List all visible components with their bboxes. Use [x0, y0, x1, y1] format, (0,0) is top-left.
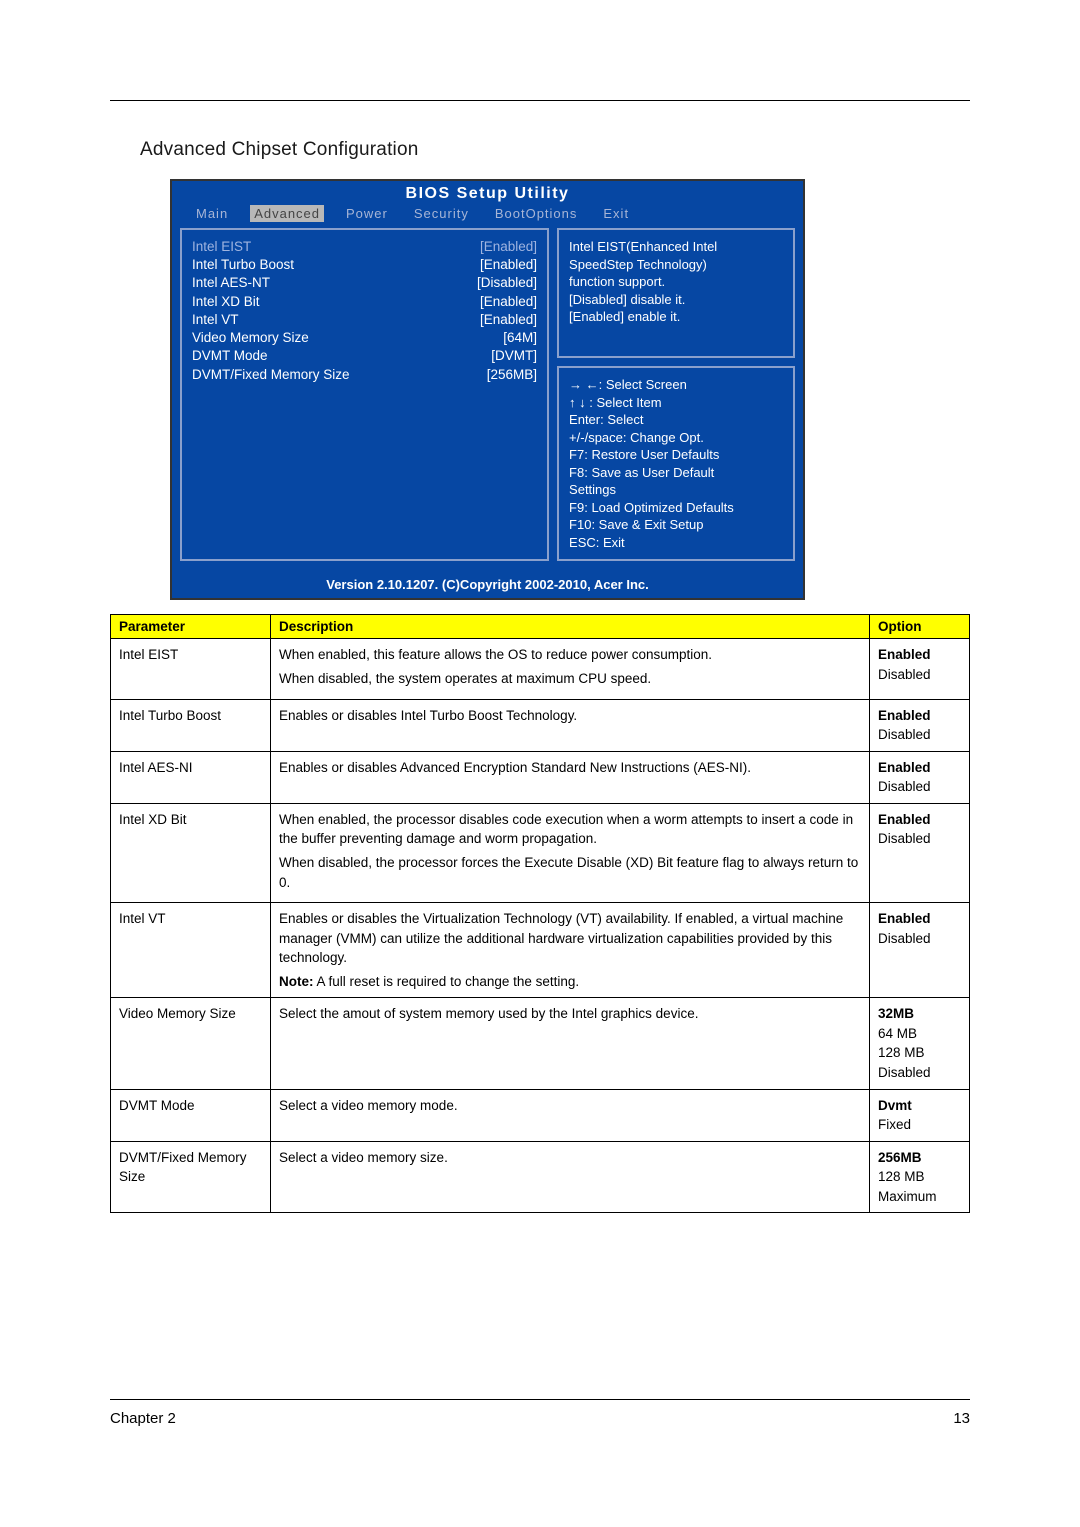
bios-help-line: function support. — [569, 273, 783, 291]
bios-help-panel: Intel EIST(Enhanced IntelSpeedStep Techn… — [557, 228, 795, 358]
cell-option: EnabledDisabled — [870, 803, 970, 902]
table-row: Intel Turbo BoostEnables or disables Int… — [111, 699, 970, 751]
bios-key-line: F10: Save & Exit Setup — [569, 516, 783, 534]
bios-setting-row: DVMT/Fixed Memory Size [256MB] — [192, 366, 537, 384]
bios-setting-row: Intel XD Bit [Enabled] — [192, 293, 537, 311]
cell-parameter: Video Memory Size — [111, 998, 271, 1089]
cell-option: EnabledDisabled — [870, 699, 970, 751]
cell-parameter: Intel AES-NI — [111, 751, 271, 803]
bios-setting-value: [256MB] — [487, 366, 537, 384]
bios-help-line: [Disabled] disable it. — [569, 291, 783, 309]
cell-parameter: Intel VT — [111, 903, 271, 998]
page-footer: Chapter 2 13 — [110, 1399, 970, 1427]
cell-description: When enabled, this feature allows the OS… — [271, 639, 870, 699]
bios-tab: Advanced — [250, 205, 324, 222]
footer-chapter: Chapter 2 — [110, 1410, 176, 1427]
bottom-rule — [110, 1399, 970, 1400]
bios-setting-label: DVMT/Fixed Memory Size — [192, 366, 350, 384]
cell-description: Select a video memory size. — [271, 1141, 870, 1213]
bios-setting-value: [64M] — [503, 329, 537, 347]
bios-setting-row: Intel VT [Enabled] — [192, 311, 537, 329]
bios-setting-row: Intel AES-NT [Disabled] — [192, 274, 537, 292]
cell-option: 256MB128 MBMaximum — [870, 1141, 970, 1213]
bios-title: BIOS Setup Utility — [172, 181, 803, 205]
bios-key-line: +/-/space: Change Opt. — [569, 429, 783, 447]
bios-key-line: F9: Load Optimized Defaults — [569, 499, 783, 517]
th-description: Description — [271, 615, 870, 639]
bios-tab: Security — [410, 205, 473, 222]
bios-key-line: F7: Restore User Defaults — [569, 446, 783, 464]
bios-tab: Exit — [599, 205, 633, 222]
bios-keys-panel: → ←: Select Screen↑ ↓ : Select ItemEnter… — [557, 366, 795, 561]
cell-parameter: Intel EIST — [111, 639, 271, 699]
bios-help-line: [Enabled] enable it. — [569, 308, 783, 326]
bios-key-line: → ←: Select Screen — [569, 376, 783, 394]
bios-setting-value: [Disabled] — [477, 274, 537, 292]
bios-setting-row: DVMT Mode [DVMT] — [192, 347, 537, 365]
bios-setting-label: Video Memory Size — [192, 329, 309, 347]
table-row: DVMT/Fixed Memory SizeSelect a video mem… — [111, 1141, 970, 1213]
bios-tabs: Main Advanced Power Security BootOptions Exit — [172, 205, 803, 224]
bios-tab: BootOptions — [491, 205, 582, 222]
bios-tab: Main — [192, 205, 232, 222]
bios-setting-label: Intel AES-NT — [192, 274, 270, 292]
bios-screenshot: BIOS Setup Utility Main Advanced Power Secu… — [170, 179, 805, 600]
bios-key-line: ESC: Exit — [569, 534, 783, 552]
th-option: Option — [870, 615, 970, 639]
bios-setting-value: [DVMT] — [491, 347, 537, 365]
bios-setting-label: Intel Turbo Boost — [192, 256, 294, 274]
bios-key-line: ↑ ↓ : Select Item — [569, 394, 783, 412]
top-rule — [110, 100, 970, 101]
table-row: Intel AES-NIEnables or disables Advanced… — [111, 751, 970, 803]
table-row: DVMT ModeSelect a video memory mode.Dvmt… — [111, 1089, 970, 1141]
footer-page-number: 13 — [953, 1410, 970, 1427]
bios-tab: Power — [342, 205, 392, 222]
bios-setting-value: [Enabled] — [480, 256, 537, 274]
cell-option: DvmtFixed — [870, 1089, 970, 1141]
table-row: Intel XD BitWhen enabled, the processor … — [111, 803, 970, 902]
cell-parameter: Intel XD Bit — [111, 803, 271, 902]
table-row: Intel VTEnables or disables the Virtuali… — [111, 903, 970, 998]
bios-key-line: F8: Save as User Default — [569, 464, 783, 482]
bios-footer: Version 2.10.1207. (C)Copyright 2002-201… — [172, 573, 803, 598]
cell-option: EnabledDisabled — [870, 639, 970, 699]
bios-key-line: Enter: Select — [569, 411, 783, 429]
section-title: Advanced Chipset Configuration — [140, 139, 970, 161]
cell-description: Select a video memory mode. — [271, 1089, 870, 1141]
bios-setting-label: DVMT Mode — [192, 347, 268, 365]
bios-setting-label: Intel EIST — [192, 238, 251, 256]
bios-setting-row: Intel Turbo Boost [Enabled] — [192, 256, 537, 274]
cell-option: EnabledDisabled — [870, 751, 970, 803]
cell-option: 32MB64 MB128 MBDisabled — [870, 998, 970, 1089]
bios-settings-panel: Intel EIST [Enabled] Intel Turbo Boost [Ena… — [180, 228, 549, 561]
bios-help-line: SpeedStep Technology) — [569, 256, 783, 274]
cell-parameter: DVMT/Fixed Memory Size — [111, 1141, 271, 1213]
bios-setting-value: [Enabled] — [480, 293, 537, 311]
bios-setting-row: Intel EIST [Enabled] — [192, 238, 537, 256]
cell-parameter: DVMT Mode — [111, 1089, 271, 1141]
bios-setting-value: [Enabled] — [480, 238, 537, 256]
cell-description: When enabled, the processor disables cod… — [271, 803, 870, 902]
bios-setting-label: Intel XD Bit — [192, 293, 260, 311]
cell-option: EnabledDisabled — [870, 903, 970, 998]
cell-description: Enables or disables the Virtualization T… — [271, 903, 870, 998]
parameter-table: Parameter Description Option Intel EISTW… — [110, 614, 970, 1213]
cell-description: Select the amout of system memory used b… — [271, 998, 870, 1089]
bios-help-line: Intel EIST(Enhanced Intel — [569, 238, 783, 256]
bios-setting-label: Intel VT — [192, 311, 239, 329]
th-parameter: Parameter — [111, 615, 271, 639]
table-row: Video Memory SizeSelect the amout of sys… — [111, 998, 970, 1089]
bios-key-line: Settings — [569, 481, 783, 499]
bios-setting-row: Video Memory Size [64M] — [192, 329, 537, 347]
cell-description: Enables or disables Advanced Encryption … — [271, 751, 870, 803]
bios-setting-value: [Enabled] — [480, 311, 537, 329]
table-row: Intel EISTWhen enabled, this feature all… — [111, 639, 970, 699]
cell-parameter: Intel Turbo Boost — [111, 699, 271, 751]
cell-description: Enables or disables Intel Turbo Boost Te… — [271, 699, 870, 751]
